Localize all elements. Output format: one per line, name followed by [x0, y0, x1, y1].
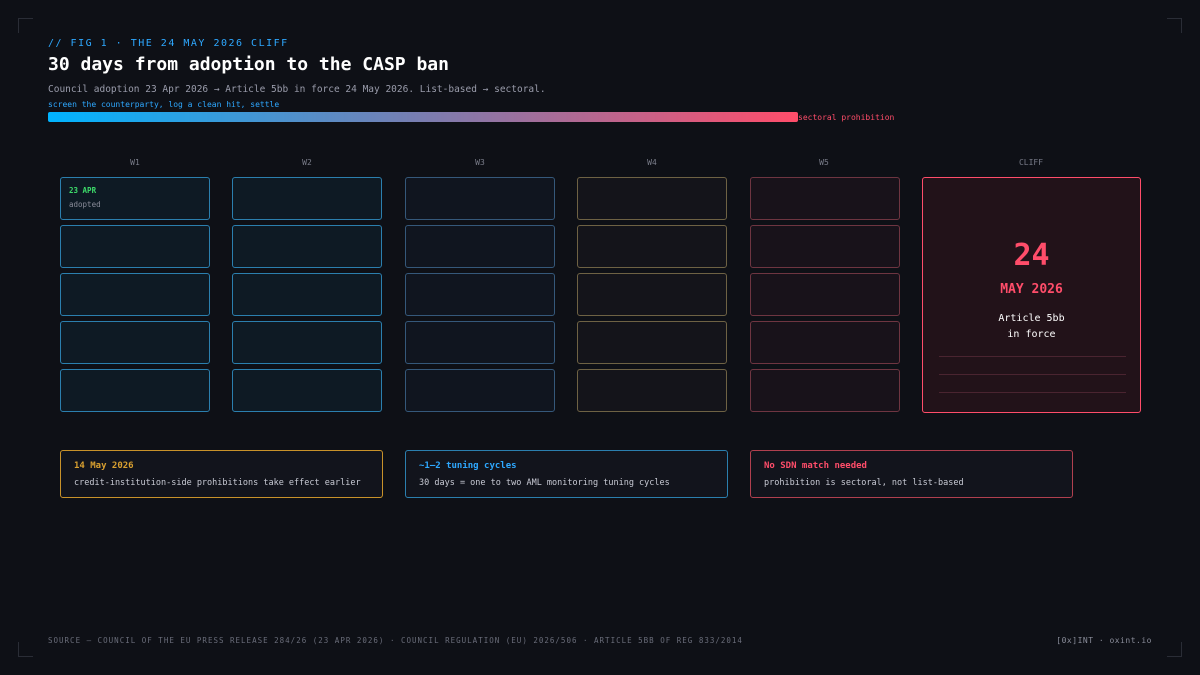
column-label: W5	[819, 158, 829, 167]
subtitle: Council adoption 23 Apr 2026 → Article 5…	[48, 84, 546, 95]
column-label: W4	[647, 158, 657, 167]
cliff-line: Article 5bb	[998, 313, 1065, 324]
rule	[939, 392, 1126, 393]
week-cell	[232, 177, 382, 220]
week-cell	[60, 321, 210, 364]
footer-brand: [0x]INT · oxint.io	[1056, 636, 1152, 645]
week-cell	[60, 225, 210, 268]
rule	[939, 356, 1126, 357]
week-cell	[750, 321, 900, 364]
cliff-month: MAY 2026	[1000, 282, 1063, 297]
column-label: W2	[302, 158, 312, 167]
column-label: CLIFF	[1018, 158, 1044, 167]
week-cell	[577, 177, 727, 220]
cell-label: adopted	[69, 200, 101, 209]
week-cell	[577, 225, 727, 268]
cell-date: 23 APR	[69, 186, 97, 195]
week-cell	[405, 321, 555, 364]
cliff-day: 24	[1013, 238, 1050, 273]
week-cell	[232, 225, 382, 268]
cliff-line: in force	[1007, 329, 1056, 340]
callout-title: 14 May 2026	[74, 461, 134, 471]
timeline-end: sectoral prohibition	[798, 113, 895, 122]
week-cell	[405, 225, 555, 268]
rule	[939, 374, 1126, 375]
week-cell	[232, 369, 382, 412]
timeline-start: screen the counterparty, log a clean hit…	[48, 100, 280, 109]
callout-text: prohibition is sectoral, not list-based	[764, 478, 964, 488]
week-cell	[232, 321, 382, 364]
kicker: // FIG 1 · THE 24 MAY 2026 CLIFF	[48, 38, 289, 49]
callout: ~1–2 tuning cycles 30 days = one to two A…	[405, 450, 728, 498]
cliff-box: 24 MAY 2026 Article 5bb in force	[922, 177, 1141, 413]
week-cell	[577, 321, 727, 364]
week-cell	[750, 177, 900, 220]
week-cell	[577, 369, 727, 412]
callout: No SDN match needed prohibition is sector…	[750, 450, 1073, 498]
week-cell: 23 APR adopted	[60, 177, 210, 220]
corner	[1167, 642, 1182, 657]
corner	[1167, 18, 1182, 33]
week-cell	[405, 273, 555, 316]
callout-text: 30 days = one to two AML monitoring tuni…	[419, 478, 670, 488]
corner	[18, 18, 33, 33]
callout-title: ~1–2 tuning cycles	[419, 461, 517, 471]
callout: 14 May 2026 credit-institution-side prohi…	[60, 450, 383, 498]
week-cell	[750, 225, 900, 268]
corner	[18, 642, 33, 657]
column-label: W3	[475, 158, 485, 167]
footer-source: SOURCE — COUNCIL OF THE EU PRESS RELEASE…	[48, 636, 743, 645]
week-cell	[750, 369, 900, 412]
callout-title: No SDN match needed	[764, 461, 867, 471]
week-cell	[405, 369, 555, 412]
week-cell	[60, 369, 210, 412]
week-cell	[60, 273, 210, 316]
week-cell	[232, 273, 382, 316]
week-cell	[405, 177, 555, 220]
title: 30 days from adoption to the CASP ban	[48, 54, 449, 75]
week-cell	[750, 273, 900, 316]
timeline-bar	[48, 112, 798, 122]
callout-text: credit-institution-side prohibitions tak…	[74, 478, 361, 488]
week-cell	[577, 273, 727, 316]
column-label: W1	[130, 158, 140, 167]
